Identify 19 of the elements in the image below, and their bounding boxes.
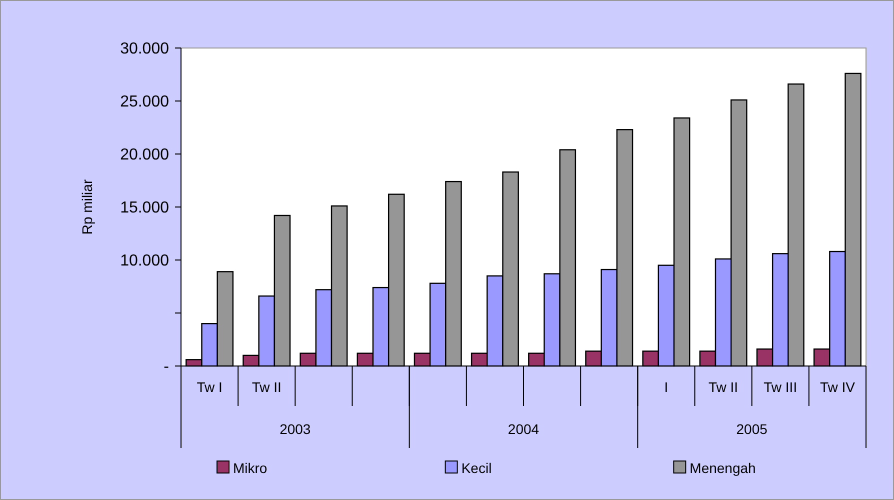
y-axis-title: Rp miliar bbox=[79, 179, 95, 235]
y-tick-label: 25.000 bbox=[120, 94, 170, 111]
text: 2005 bbox=[736, 421, 768, 437]
x-tick-label: Tw II bbox=[252, 379, 282, 395]
text: 2003 bbox=[280, 421, 311, 437]
legend-label: Menengah bbox=[690, 460, 756, 476]
y-tick-label: - bbox=[164, 358, 169, 376]
x-tick-label: Tw II bbox=[708, 379, 738, 395]
y-tick-label: 20.000 bbox=[120, 146, 170, 164]
text: 2004 bbox=[508, 421, 540, 437]
y-tick-label: 30.000 bbox=[120, 40, 170, 58]
y-tick-label: 15.000 bbox=[120, 200, 170, 217]
x-tick-label: Tw IV bbox=[820, 379, 856, 395]
legend-label: Mikro bbox=[233, 460, 268, 476]
x-tick-label: I bbox=[664, 379, 668, 395]
y-tick-label: 10.000 bbox=[120, 252, 170, 270]
legend-label: Kecil bbox=[461, 460, 492, 476]
x-tick-label: Tw I bbox=[196, 379, 222, 395]
x-tick-label: Tw III bbox=[764, 379, 798, 395]
